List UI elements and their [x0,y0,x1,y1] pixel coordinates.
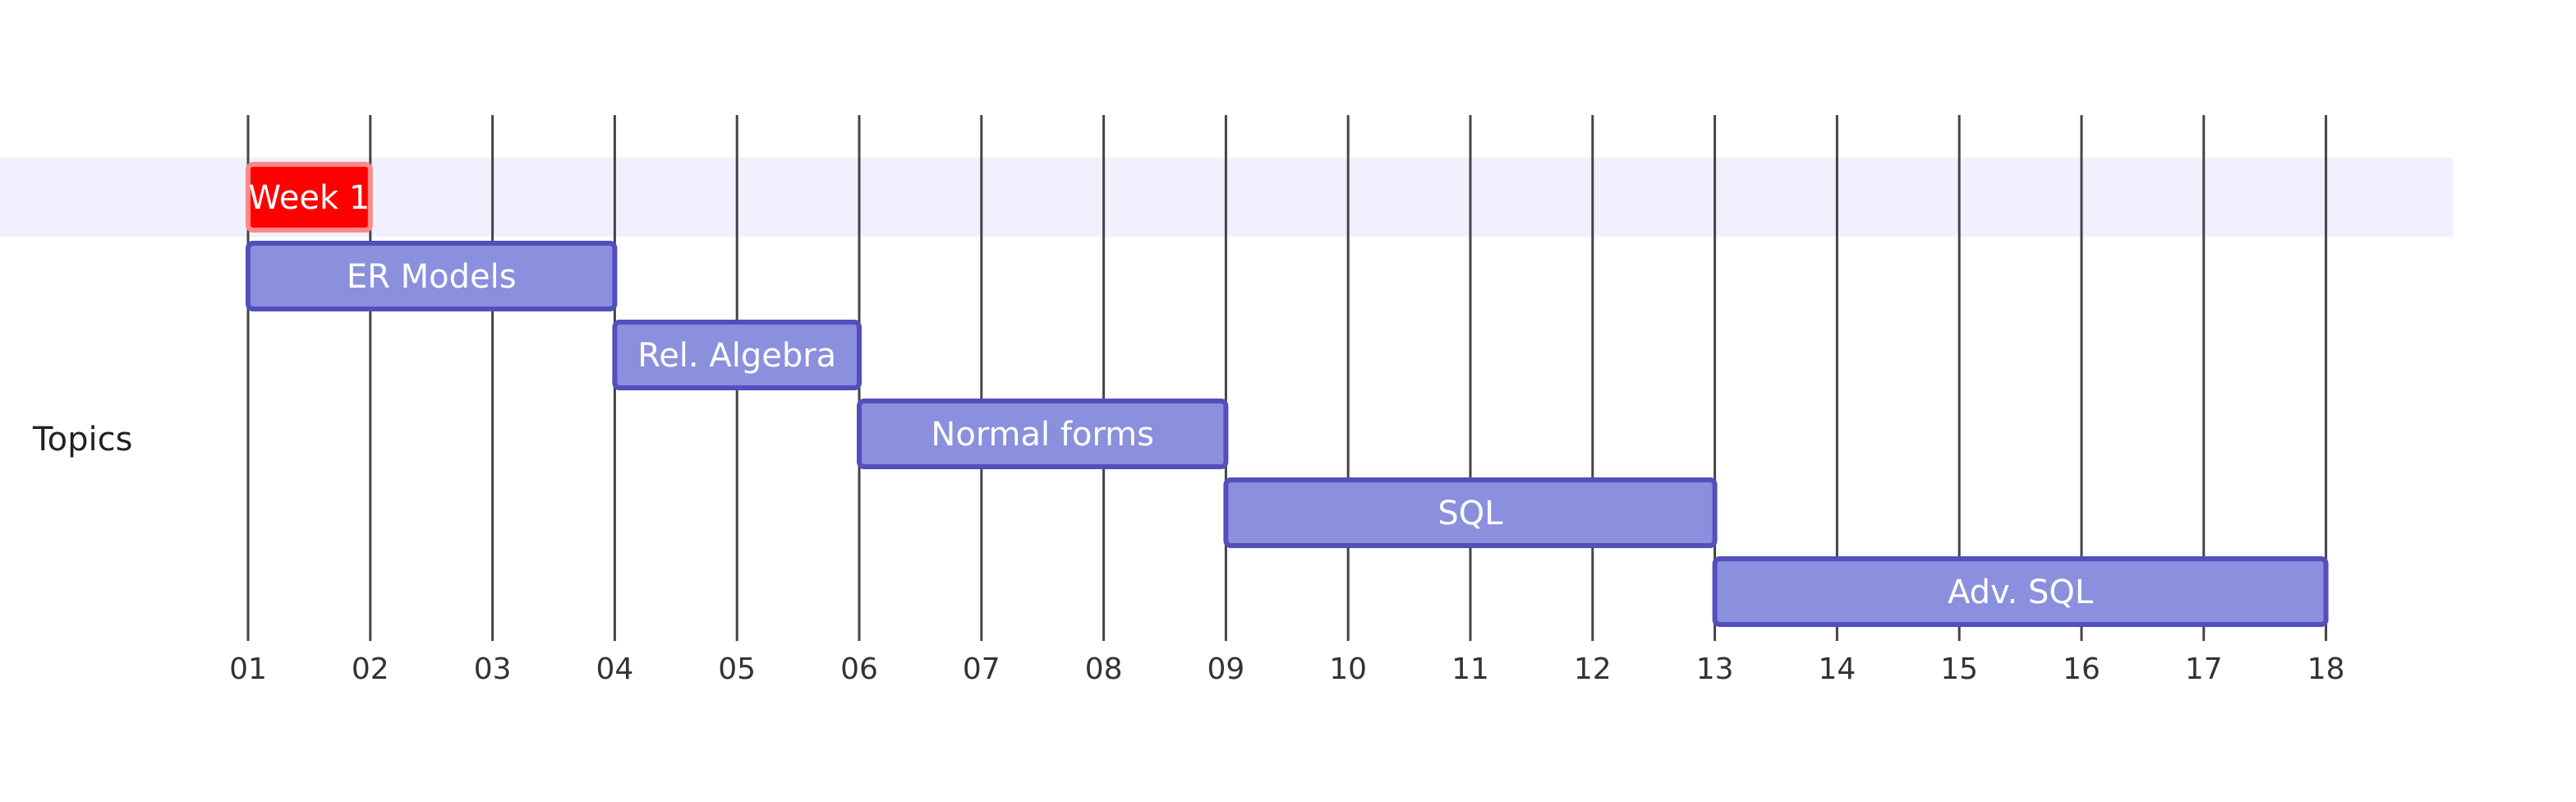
x-tick-label: 16 [2063,652,2100,686]
task-label: Rel. Algebra [637,337,836,375]
x-tick-label: 01 [229,652,267,686]
task-bar-rect [857,399,1229,469]
x-tick-label: 17 [2185,652,2223,686]
x-tick-label: 09 [1207,652,1244,686]
task-label: SQL [1438,495,1503,532]
task-bar-rect [1223,477,1718,548]
task-bars: Week 1 ER Models Rel. Algebra Normal forms S… [246,162,2329,627]
task-bar-rect [246,241,618,311]
x-tick-label: 04 [596,652,633,686]
task-bar-normal-forms: Normal forms [857,399,1229,469]
x-tick-label: 11 [1451,652,1489,686]
x-tick-label: 05 [718,652,756,686]
task-bar-rect [1712,556,2329,627]
task-label: ER Models [347,258,517,296]
x-tick-label: 15 [1940,652,1978,686]
x-tick-label: 06 [840,652,878,686]
task-label: Adv. SQL [1948,574,2094,611]
x-tick-label: 14 [1818,652,1856,686]
section-label: Topics [32,421,132,459]
x-tick-label: 18 [2307,652,2345,686]
x-tick-label: 07 [963,652,1000,686]
task-bar-rect [246,162,373,233]
task-label: Normal forms [931,416,1154,454]
task-bar-week-1: Week 1 [246,162,373,233]
x-axis-ticks: 01 02 03 04 05 06 07 08 09 10 11 12 13 14 15 16 17 18 [229,652,2344,686]
task-bar-er-models: ER Models [246,241,618,311]
x-tick-label: 02 [352,652,389,686]
grid-lines [246,115,2328,641]
x-tick-label: 08 [1085,652,1123,686]
task-bar-adv-sql: Adv. SQL [1712,556,2329,627]
task-bar-sql: SQL [1223,477,1718,548]
task-bar-rect [612,320,862,390]
x-tick-label: 10 [1329,652,1367,686]
x-tick-label: 12 [1574,652,1612,686]
x-tick-label: 03 [474,652,512,686]
x-tick-label: 13 [1696,652,1734,686]
task-bar-rel-algebra: Rel. Algebra [612,320,862,390]
task-label: Week 1 [249,179,370,217]
